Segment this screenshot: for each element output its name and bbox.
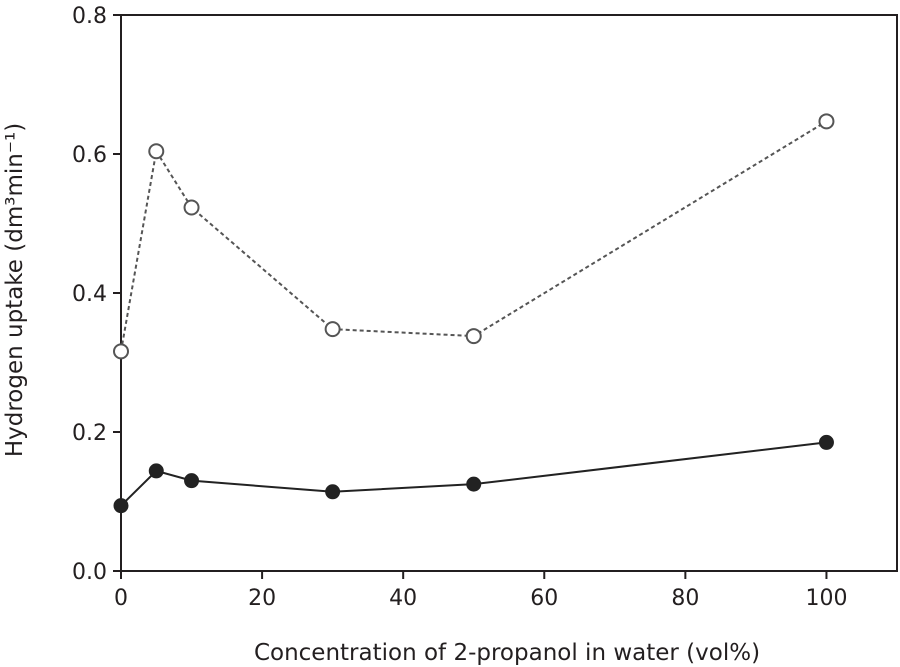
x-tick-label: 40 bbox=[389, 586, 417, 611]
y-tick-label: 0.8 bbox=[72, 4, 107, 29]
x-tick-label: 80 bbox=[671, 586, 699, 611]
x-tick-label: 60 bbox=[530, 586, 558, 611]
data-point bbox=[818, 434, 834, 450]
data-point bbox=[466, 476, 482, 492]
y-tick-label: 0.0 bbox=[72, 560, 107, 585]
data-point bbox=[325, 484, 341, 500]
series-layer bbox=[113, 113, 835, 514]
y-tick-label: 0.6 bbox=[72, 143, 107, 168]
x-axis-title: Concentration of 2-propanol in water (vo… bbox=[254, 640, 760, 666]
data-point bbox=[465, 328, 482, 345]
y-axis-title: Hydrogen uptake (dm³min⁻¹) bbox=[2, 123, 28, 457]
y-axis-ticks: 0.0 0.2 0.4 0.6 0.8 bbox=[72, 4, 121, 585]
y-tick-label: 0.2 bbox=[72, 421, 107, 446]
data-point bbox=[818, 113, 835, 130]
series-line-filled-circles bbox=[120, 441, 827, 507]
data-point bbox=[183, 199, 200, 216]
data-point bbox=[113, 343, 129, 360]
data-point bbox=[148, 463, 164, 479]
x-tick-label: 20 bbox=[248, 586, 276, 611]
data-point bbox=[113, 498, 129, 514]
plot-frame bbox=[120, 14, 898, 572]
x-axis-ticks: 0 20 40 60 80 100 bbox=[114, 571, 847, 611]
data-point bbox=[184, 473, 200, 489]
y-tick-label: 0.4 bbox=[72, 282, 107, 307]
data-point bbox=[148, 143, 165, 160]
x-tick-label: 100 bbox=[805, 586, 847, 611]
x-tick-label: 0 bbox=[114, 586, 128, 611]
series-line-open-circles bbox=[120, 120, 827, 352]
data-point bbox=[324, 321, 341, 338]
plot-border bbox=[120, 14, 898, 572]
series-filled-circles bbox=[113, 434, 834, 514]
series-open-circles bbox=[113, 113, 835, 360]
